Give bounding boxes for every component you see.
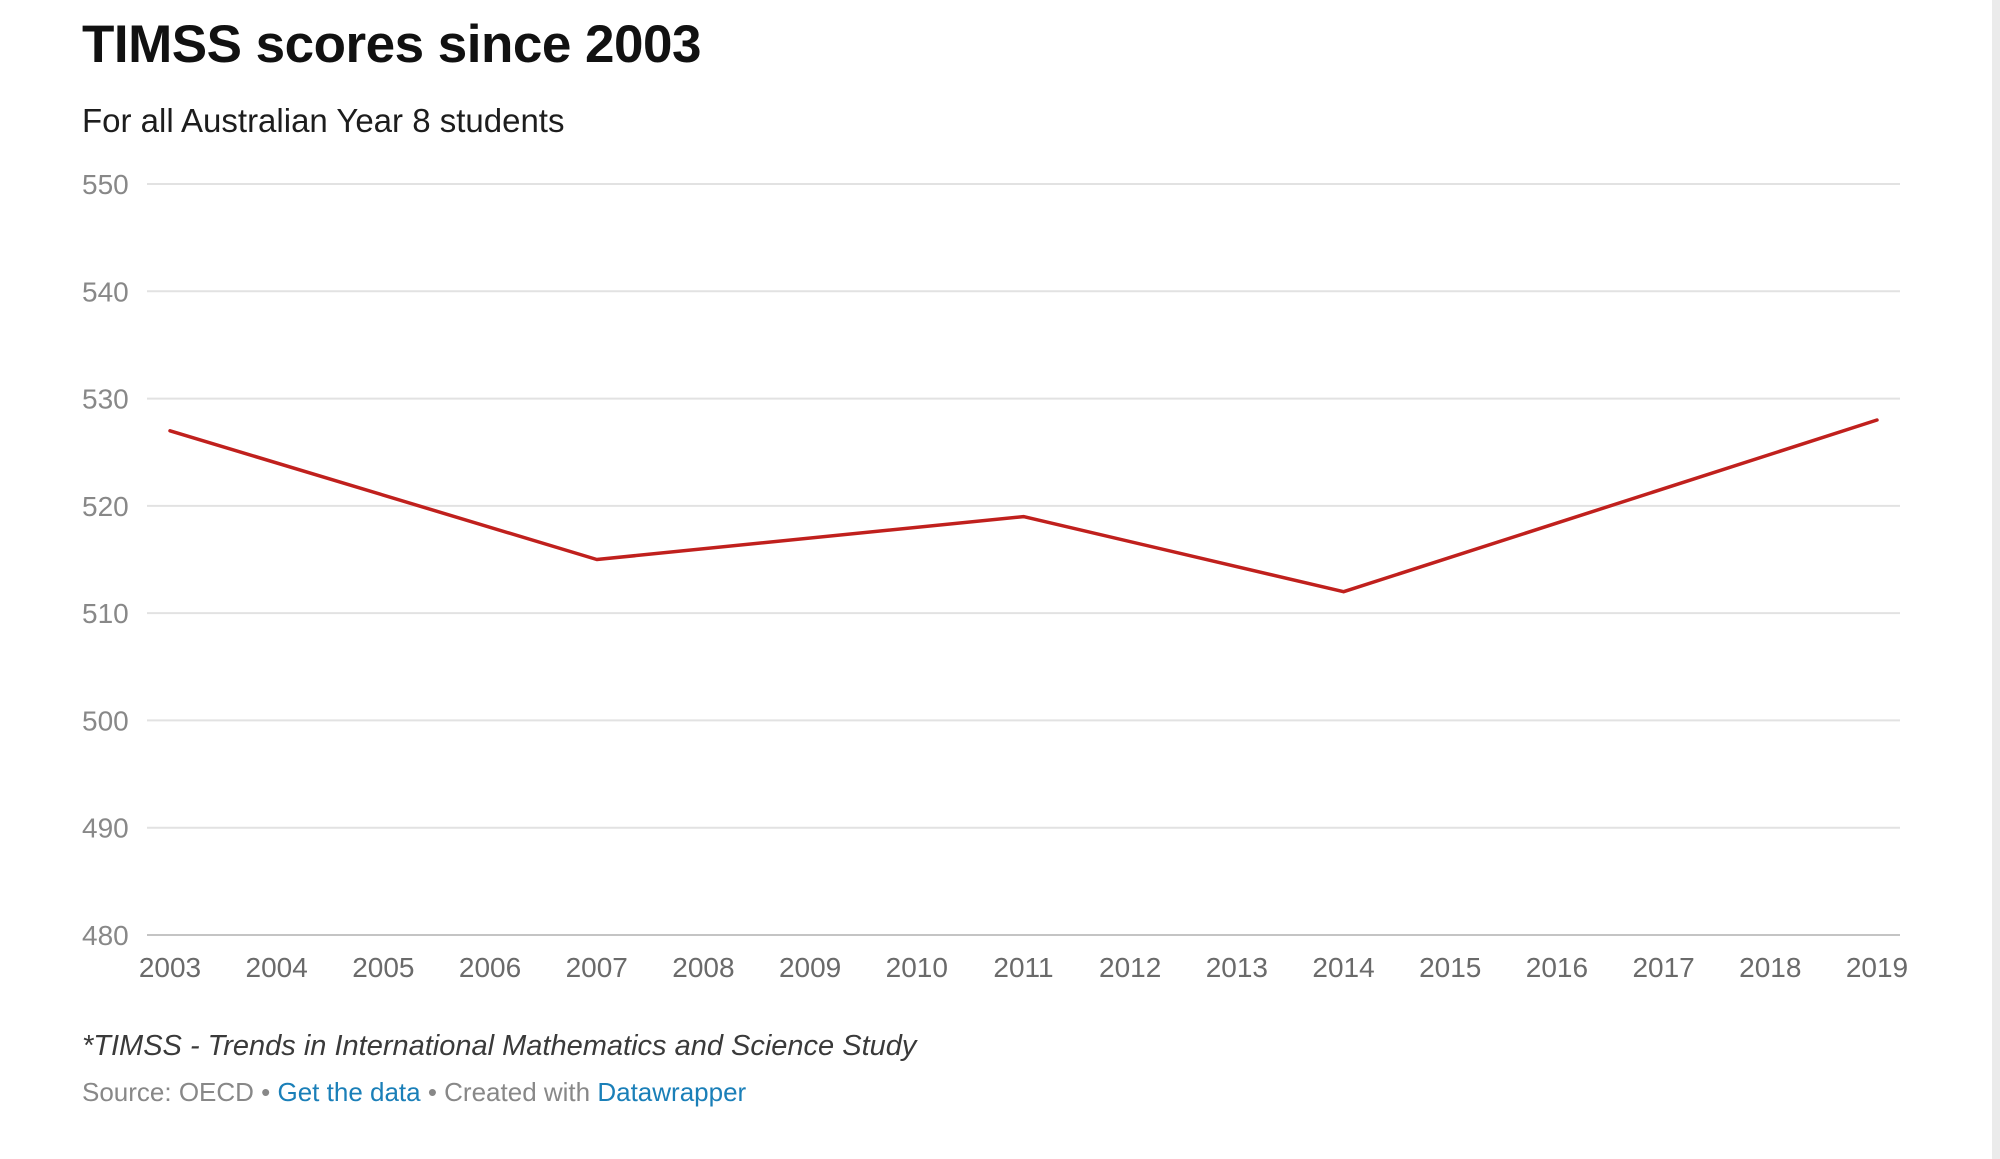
window-edge bbox=[1992, 0, 2000, 1159]
x-axis-ticks: 2003 2004 2005 2006 2007 2008 2009 2010 2011 2012… bbox=[139, 952, 1908, 983]
footnote: *TIMSS - Trends in International Mathema… bbox=[82, 1030, 917, 1062]
x-tick-label-2015: 2015 bbox=[1419, 952, 1481, 983]
x-tick-label-2018: 2018 bbox=[1739, 952, 1801, 983]
source-line: Source: OECD • Get the data • Created wi… bbox=[82, 1077, 746, 1108]
x-tick-label-2009: 2009 bbox=[779, 952, 841, 983]
chart-subtitle: For all Australian Year 8 students bbox=[82, 102, 565, 139]
y-tick-label-550: 550 bbox=[82, 169, 129, 200]
x-tick-label-2011: 2011 bbox=[993, 952, 1053, 983]
grid-lines bbox=[147, 183, 1900, 936]
x-tick-label-2016: 2016 bbox=[1526, 952, 1588, 983]
x-tick-label-2005: 2005 bbox=[352, 952, 414, 983]
series-line bbox=[168, 418, 1879, 594]
x-tick-label-2019: 2019 bbox=[1846, 952, 1908, 983]
y-tick-label-510: 510 bbox=[82, 598, 129, 629]
chart-title: TIMSS scores since 2003 bbox=[82, 15, 701, 74]
datawrapper-link[interactable]: Datawrapper bbox=[597, 1077, 747, 1107]
get-the-data-link[interactable]: Get the data bbox=[277, 1077, 421, 1107]
x-tick-label-2007: 2007 bbox=[566, 952, 628, 983]
x-tick-label-2017: 2017 bbox=[1632, 952, 1694, 983]
y-tick-label-500: 500 bbox=[82, 705, 129, 736]
source-text: Source: OECD • bbox=[82, 1077, 278, 1107]
x-tick-label-2014: 2014 bbox=[1312, 952, 1374, 983]
x-tick-label-2006: 2006 bbox=[459, 952, 521, 983]
x-tick-label-2013: 2013 bbox=[1206, 952, 1268, 983]
created-with-text: • Created with bbox=[420, 1077, 598, 1107]
x-tick-label-2003: 2003 bbox=[139, 952, 201, 983]
y-tick-label-540: 540 bbox=[82, 276, 129, 307]
series-group bbox=[168, 418, 1879, 594]
x-tick-label-2008: 2008 bbox=[672, 952, 734, 983]
x-tick-label-2010: 2010 bbox=[886, 952, 948, 983]
y-axis-ticks: 550 540 530 520 510 500 490 480 bbox=[82, 169, 129, 951]
y-tick-label-480: 480 bbox=[82, 920, 129, 951]
x-tick-label-2012: 2012 bbox=[1099, 952, 1161, 983]
y-tick-label-520: 520 bbox=[82, 491, 129, 522]
x-tick-label-2004: 2004 bbox=[246, 952, 308, 983]
y-tick-label-490: 490 bbox=[82, 813, 129, 844]
y-tick-label-530: 530 bbox=[82, 384, 129, 415]
